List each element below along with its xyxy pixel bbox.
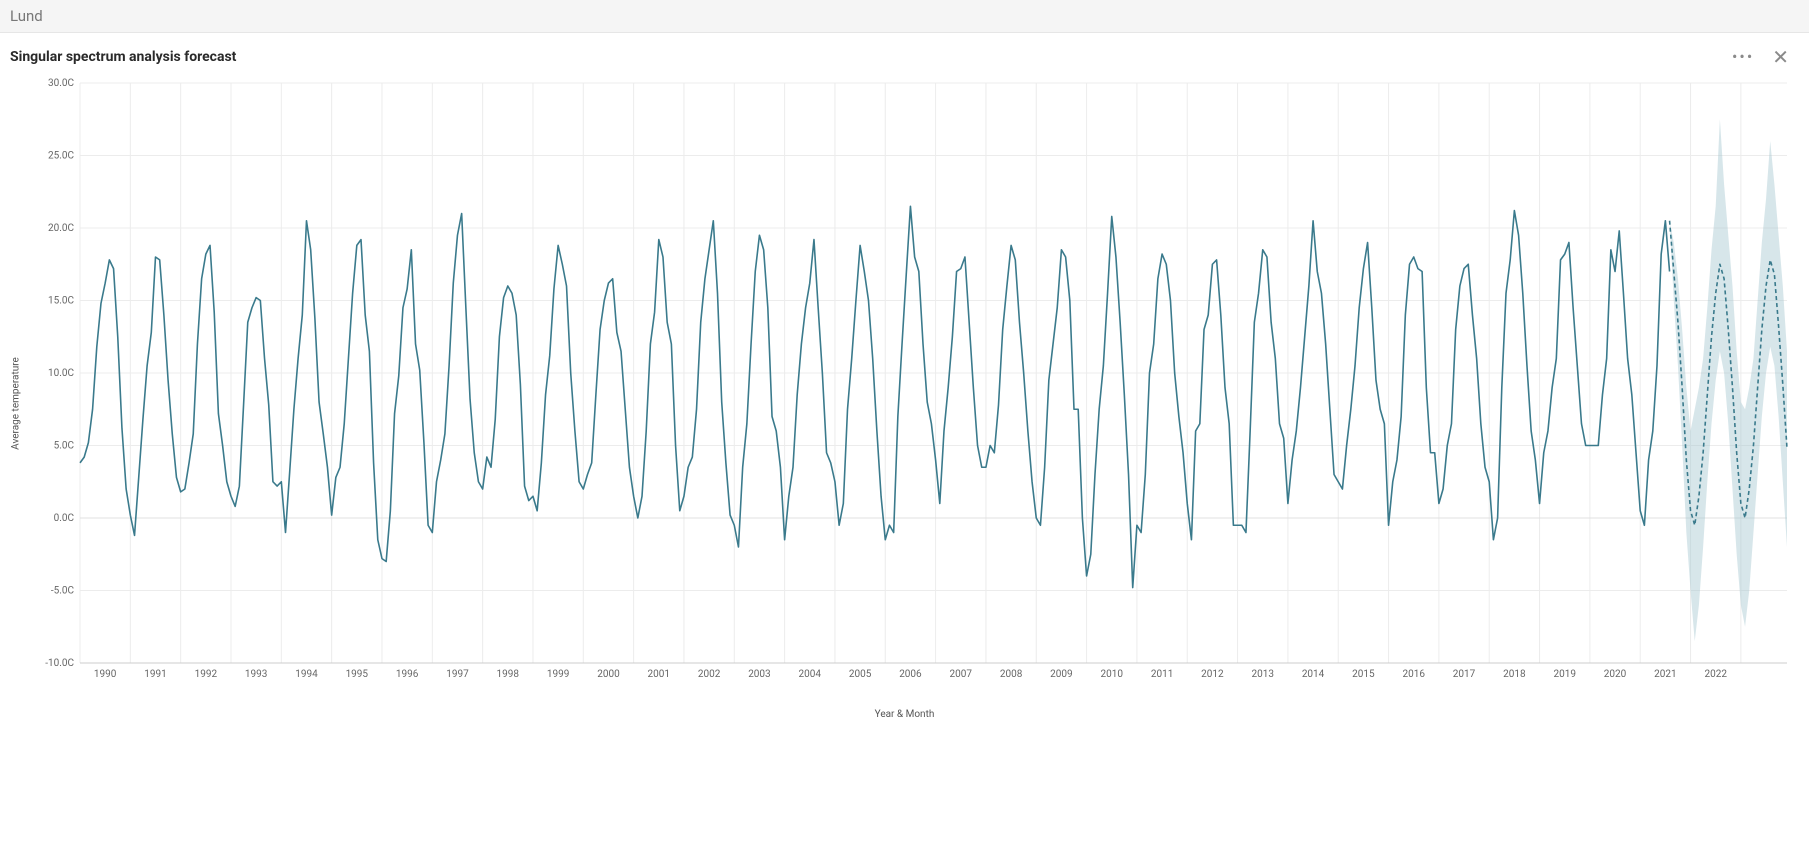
page-title: Lund bbox=[10, 7, 43, 25]
svg-text:-5.0C: -5.0C bbox=[51, 586, 75, 597]
svg-text:2004: 2004 bbox=[799, 669, 822, 680]
svg-text:2013: 2013 bbox=[1251, 669, 1273, 680]
svg-text:2016: 2016 bbox=[1402, 669, 1425, 680]
svg-text:1995: 1995 bbox=[346, 669, 369, 680]
svg-text:1992: 1992 bbox=[195, 669, 218, 680]
svg-text:1997: 1997 bbox=[446, 669, 469, 680]
svg-text:2022: 2022 bbox=[1704, 669, 1727, 680]
forecast-line-chart: -10.0C -5.0C 0.0C 5.0C 10.0C 15.0C 20.0C 25.0C 3… bbox=[10, 75, 1799, 687]
svg-text:2007: 2007 bbox=[950, 669, 973, 680]
svg-text:1999: 1999 bbox=[547, 669, 569, 680]
svg-text:10.0C: 10.0C bbox=[48, 368, 74, 379]
svg-text:1994: 1994 bbox=[295, 669, 318, 680]
y-axis-title: Average temperature bbox=[11, 357, 22, 450]
svg-text:2011: 2011 bbox=[1151, 669, 1173, 680]
svg-text:2020: 2020 bbox=[1604, 669, 1627, 680]
svg-text:-10.0C: -10.0C bbox=[45, 658, 74, 669]
svg-text:30.0C: 30.0C bbox=[48, 78, 74, 89]
svg-text:1991: 1991 bbox=[144, 669, 166, 680]
svg-text:1993: 1993 bbox=[245, 669, 267, 680]
svg-text:2015: 2015 bbox=[1352, 669, 1375, 680]
panel-title: Singular spectrum analysis forecast bbox=[10, 49, 236, 65]
svg-text:2021: 2021 bbox=[1654, 669, 1676, 680]
more-options-icon[interactable]: ••• bbox=[1732, 49, 1754, 65]
svg-text:15.0C: 15.0C bbox=[48, 296, 74, 307]
chart-panel: Singular spectrum analysis forecast ••• … bbox=[0, 33, 1809, 720]
svg-text:2010: 2010 bbox=[1101, 669, 1124, 680]
page-header: Lund bbox=[0, 0, 1809, 33]
svg-text:2009: 2009 bbox=[1050, 669, 1072, 680]
svg-text:2008: 2008 bbox=[1000, 669, 1023, 680]
svg-text:2005: 2005 bbox=[849, 669, 872, 680]
close-icon[interactable]: ✕ bbox=[1772, 47, 1789, 67]
svg-text:5.0C: 5.0C bbox=[54, 441, 75, 452]
svg-text:2012: 2012 bbox=[1201, 669, 1224, 680]
svg-text:2000: 2000 bbox=[597, 669, 620, 680]
svg-text:2001: 2001 bbox=[648, 669, 670, 680]
svg-text:2014: 2014 bbox=[1302, 669, 1325, 680]
x-axis-title: Year & Month bbox=[10, 709, 1799, 720]
svg-text:2002: 2002 bbox=[698, 669, 721, 680]
svg-text:2018: 2018 bbox=[1503, 669, 1526, 680]
svg-text:1990: 1990 bbox=[94, 669, 117, 680]
svg-text:2019: 2019 bbox=[1553, 669, 1575, 680]
svg-text:2003: 2003 bbox=[748, 669, 770, 680]
svg-text:0.0C: 0.0C bbox=[54, 513, 75, 524]
svg-text:1998: 1998 bbox=[497, 669, 520, 680]
svg-text:2017: 2017 bbox=[1453, 669, 1476, 680]
svg-text:25.0C: 25.0C bbox=[48, 151, 74, 162]
svg-text:2006: 2006 bbox=[899, 669, 922, 680]
svg-text:20.0C: 20.0C bbox=[48, 223, 74, 234]
panel-title-row: Singular spectrum analysis forecast ••• … bbox=[10, 45, 1799, 69]
svg-text:1996: 1996 bbox=[396, 669, 419, 680]
panel-actions: ••• ✕ bbox=[1732, 47, 1799, 67]
chart-area: Average temperature -10.0C -5.0C 0.0C 5.0C 1… bbox=[10, 75, 1799, 720]
